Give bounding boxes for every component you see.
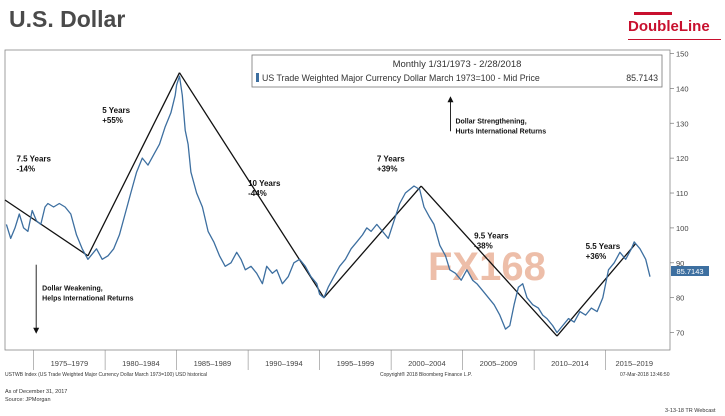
period-annotation-duration: 7.5 Years: [16, 155, 51, 164]
legend-last-value: 85.7143: [626, 73, 658, 83]
logo-accent-bar: [634, 12, 672, 15]
last-value-badge-text: 85.7143: [676, 267, 703, 276]
trend-line: [420, 185, 558, 337]
y-tick-label: 130: [676, 119, 689, 128]
y-tick-label: 100: [676, 224, 689, 233]
y-tick-label: 140: [676, 84, 689, 93]
footer-center: Copyright® 2018 Bloomberg Finance L.P.: [380, 372, 472, 378]
y-tick-label: 80: [676, 294, 684, 303]
x-tick-label: 1990–1994: [265, 359, 303, 368]
weakening-callout-line1: Dollar Weakening,: [42, 286, 103, 293]
legend-swatch: [256, 73, 259, 82]
series-line: [5, 75, 651, 334]
period-annotation-duration: 5 Years: [102, 106, 130, 115]
y-tick-label: 150: [676, 49, 689, 58]
annotations: 7.5 Years-14% 5 Years+55% 10 Years-44% 7 Ye…: [16, 96, 621, 334]
legend-box: Monthly 1/31/1973 - 2/28/2018 US Trade W…: [251, 54, 663, 88]
x-tick-label: 2000–2004: [408, 359, 446, 368]
up-arrow-head: [447, 96, 454, 103]
x-tick-label: 1995–1999: [337, 359, 375, 368]
period-annotation-change: +39%: [377, 165, 398, 174]
trend-line: [323, 185, 422, 299]
trend-line: [556, 243, 637, 337]
footer-left: USTWB Index (US Trade Weighted Major Cur…: [5, 372, 208, 378]
period-annotation-change: -38%: [474, 241, 493, 250]
period-annotation-duration: 7 Years: [377, 155, 405, 164]
series-layer: [5, 75, 651, 334]
chart-title: Monthly 1/31/1973 - 2/28/2018: [393, 59, 522, 70]
x-tick-label: 1975–1979: [51, 359, 89, 368]
x-tick-label: 2005–2009: [480, 359, 518, 368]
logo-text: DoubleLine: [628, 18, 710, 35]
watermark-text: FX168: [428, 245, 546, 289]
legend-series-name: US Trade Weighted Major Currency Dollar …: [262, 73, 540, 83]
fx168-watermark: FX168: [428, 245, 546, 289]
last-value-badge-bg: [671, 266, 709, 276]
x-tick-label: 2015–2019: [615, 359, 653, 368]
period-annotation-change: -44%: [248, 189, 267, 198]
period-annotation-change: +55%: [102, 116, 123, 125]
period-annotation-change: -14%: [16, 165, 35, 174]
period-annotation-duration: 9.5 Years: [474, 231, 509, 240]
trend-line: [87, 72, 181, 257]
last-value-badge: 85.7143: [671, 266, 709, 276]
x-tick-label: 1985–1989: [194, 359, 232, 368]
logo-underline: [628, 39, 721, 40]
y-tick-label: 110: [676, 189, 688, 198]
trend-line: [4, 199, 89, 257]
doubleline-logo: DoubleLine: [628, 12, 721, 44]
down-arrow-head: [33, 327, 40, 334]
x-tick-label: 1980–1984: [122, 359, 160, 368]
x-axis: 1975–1979 1980–1984 1985–1989 1990–1994 1995…: [33, 350, 653, 370]
plot-frame: [4, 49, 671, 351]
period-annotation-duration: 10 Years: [248, 179, 281, 188]
y-tick-label: 120: [676, 154, 689, 163]
legend-frame: [251, 54, 663, 88]
y-tick-label: 90: [676, 259, 684, 268]
source-note: Source: JPMorgan: [5, 397, 51, 403]
strengthening-callout-line2: Hurts International Returns: [455, 128, 546, 135]
footer-right: 07-Mar-2018 13:46:50: [620, 372, 670, 378]
y-tick-label: 70: [676, 329, 684, 338]
weakening-callout-line2: Helps International Returns: [42, 296, 134, 303]
period-annotation-change: +36%: [586, 252, 607, 261]
webcast-stamp: 3-13-18 TR Webcast: [665, 408, 716, 414]
x-tick-label: 2010–2014: [551, 359, 589, 368]
y-axis: 70 80 90 100 110 120 130 140 150: [670, 49, 689, 338]
page-title: U.S. Dollar: [9, 6, 126, 32]
as-of-note: As of December 31, 2017: [5, 389, 68, 395]
period-annotation-duration: 5.5 Years: [586, 242, 621, 251]
strengthening-callout-line1: Dollar Strengthening,: [455, 118, 526, 125]
